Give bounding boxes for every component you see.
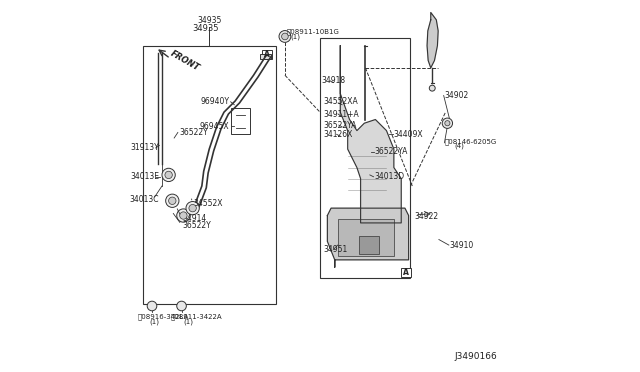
Text: FRONT: FRONT bbox=[168, 48, 201, 73]
Bar bbox=[320, 38, 410, 278]
Text: 34552X: 34552X bbox=[193, 199, 223, 208]
Text: 34914: 34914 bbox=[182, 214, 207, 222]
Text: (4): (4) bbox=[455, 143, 465, 150]
Bar bbox=[232, 109, 250, 134]
Text: 36522YA: 36522YA bbox=[374, 147, 408, 156]
Circle shape bbox=[279, 31, 291, 42]
Text: J3490166: J3490166 bbox=[454, 352, 497, 361]
Text: (1): (1) bbox=[184, 319, 193, 325]
Circle shape bbox=[177, 301, 186, 311]
Text: 34951: 34951 bbox=[324, 245, 348, 254]
Text: 34922: 34922 bbox=[414, 212, 438, 221]
Text: (1): (1) bbox=[149, 319, 159, 325]
Text: 36522Y: 36522Y bbox=[182, 221, 211, 230]
Text: 34910: 34910 bbox=[449, 241, 474, 250]
Circle shape bbox=[147, 301, 157, 311]
Text: (1): (1) bbox=[291, 33, 300, 40]
Circle shape bbox=[442, 118, 452, 128]
Polygon shape bbox=[427, 13, 438, 68]
FancyBboxPatch shape bbox=[262, 50, 271, 60]
Text: 36522YA: 36522YA bbox=[324, 121, 357, 129]
Text: Ⓑ08146-6205G: Ⓑ08146-6205G bbox=[445, 138, 497, 145]
Circle shape bbox=[180, 212, 187, 219]
Text: A: A bbox=[403, 268, 409, 277]
Text: 34013D: 34013D bbox=[374, 172, 404, 181]
Text: Ⓝ08911-10B1G: Ⓝ08911-10B1G bbox=[287, 29, 340, 35]
Bar bbox=[143, 46, 276, 304]
Text: 34935: 34935 bbox=[192, 24, 219, 33]
Text: A: A bbox=[264, 50, 270, 59]
Circle shape bbox=[189, 205, 196, 212]
Circle shape bbox=[429, 85, 435, 91]
Circle shape bbox=[282, 33, 288, 40]
Text: Ⓝ08911-3422A: Ⓝ08911-3422A bbox=[170, 314, 222, 320]
Bar bbox=[260, 54, 271, 59]
Text: 36522Y: 36522Y bbox=[180, 128, 209, 137]
Circle shape bbox=[445, 121, 450, 126]
Bar bbox=[339, 219, 394, 256]
Text: 96940Y: 96940Y bbox=[200, 97, 230, 106]
Text: 31913Y: 31913Y bbox=[131, 144, 159, 153]
Circle shape bbox=[166, 194, 179, 208]
Text: 34918: 34918 bbox=[322, 76, 346, 85]
Text: 34552XA: 34552XA bbox=[324, 97, 358, 106]
FancyBboxPatch shape bbox=[401, 267, 411, 277]
Polygon shape bbox=[328, 208, 408, 267]
Text: 34935: 34935 bbox=[197, 16, 221, 25]
Circle shape bbox=[186, 202, 199, 215]
Circle shape bbox=[162, 168, 175, 182]
Text: 34902: 34902 bbox=[444, 91, 468, 100]
Text: 34013C: 34013C bbox=[130, 195, 159, 204]
Circle shape bbox=[168, 197, 176, 205]
Text: 34126X: 34126X bbox=[324, 130, 353, 139]
Circle shape bbox=[165, 171, 172, 179]
Polygon shape bbox=[340, 46, 401, 223]
Bar bbox=[359, 236, 379, 254]
Circle shape bbox=[177, 209, 190, 222]
Text: 34911+A: 34911+A bbox=[324, 109, 360, 119]
Text: Ⓜ08916-342LA: Ⓜ08916-342LA bbox=[137, 314, 189, 320]
Text: 34409X: 34409X bbox=[394, 130, 424, 139]
Text: 34013E: 34013E bbox=[130, 172, 159, 181]
Text: 96945X: 96945X bbox=[200, 122, 230, 131]
